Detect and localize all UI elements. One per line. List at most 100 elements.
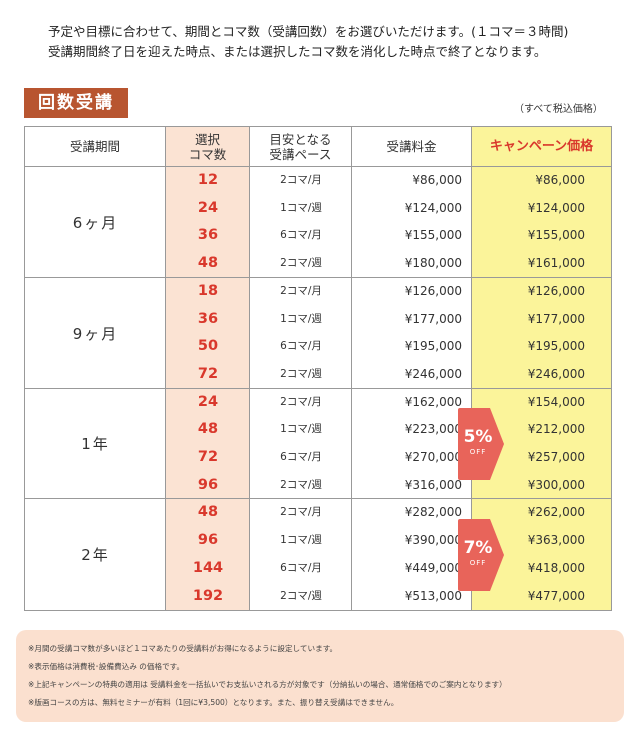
campaign-cell: ¥418,000 [527,560,585,575]
fee-cell: ¥155,000 [404,228,462,243]
table-row: 144 6コマ/月 ¥449,000 ¥418,000 [25,555,611,583]
pace-cell: 2コマ/週 [280,589,322,602]
notes-box: ※月間の受講コマ数が多いほど１コマあたりの受講料がお得になるように設定しています… [16,630,624,722]
pace-cell: 6コマ/月 [280,229,322,242]
intro-text: 予定や目標に合わせて、期間とコマ数（受講回数）をお選びいただけます。(１コマ＝３… [48,22,628,62]
pace-cell: 2コマ/月 [280,174,322,186]
table-row: 72 2コマ/週 ¥246,000 ¥246,000 [25,361,611,389]
koma-cell: 72 [197,449,219,465]
fee-cell: ¥195,000 [404,339,462,354]
intro-line-1: 予定や目標に合わせて、期間とコマ数（受講回数）をお選びいただけます。(１コマ＝３… [48,24,569,39]
pace-cell: 2コマ/週 [280,257,322,270]
campaign-cell: ¥177,000 [527,311,585,326]
table-row: 18 2コマ/月 ¥126,000 ¥126,000 [25,278,611,306]
pace-cell: 1コマ/週 [280,534,322,547]
note-line: ※月間の受講コマ数が多いほど１コマあたりの受講料がお得になるように設定しています… [28,644,338,653]
note-line: ※上記キャンペーンの特典の適用は 受講料金を一括払いでお支払いされる方が対象です… [28,680,507,689]
header-campaign: キャンペーン価格 [472,127,611,167]
pace-cell: 6コマ/月 [280,340,322,353]
pace-cell: 2コマ/週 [280,478,322,491]
period-cell: 1年 [81,435,110,454]
campaign-cell: ¥212,000 [527,422,585,437]
fee-cell: ¥126,000 [404,283,462,298]
koma-cell: 96 [197,476,219,493]
koma-cell: 72 [197,365,219,382]
koma-cell: 12 [197,172,219,188]
header-koma: 選択 コマ数 [166,127,250,167]
pace-cell: 1コマ/週 [280,201,322,214]
campaign-cell: ¥363,000 [527,533,585,548]
koma-cell: 36 [197,227,219,244]
fee-cell: ¥86,000 [412,173,462,187]
table-row: 24 1コマ/週 ¥124,000 ¥124,000 [25,195,611,223]
badge-off: OFF [469,448,487,456]
note-line: ※版画コースの方は、無料セミナーが有料（1回に¥3,500）となります。また、振… [28,698,399,707]
period-cell: 2年 [81,546,110,565]
fee-cell: ¥449,000 [404,560,462,575]
pace-cell: 2コマ/週 [280,367,322,380]
table-row: 48 2コマ/月 ¥282,000 ¥262,000 [25,499,611,527]
section-title: 回数受講 [24,88,128,118]
group-divider [25,276,611,278]
table-row: 50 6コマ/月 ¥195,000 ¥195,000 [25,333,611,361]
header-pace-line-2: 受講ペース [269,146,332,162]
campaign-cell: ¥126,000 [527,283,585,298]
campaign-cell: ¥195,000 [527,339,585,354]
koma-cell: 48 [197,504,219,521]
pace-cell: 6コマ/月 [280,451,322,463]
fee-cell: ¥177,000 [404,311,462,326]
fee-cell: ¥246,000 [404,366,462,381]
pace-cell: 1コマ/週 [280,423,322,436]
header-pace-line-1: 目安となる [269,131,332,147]
table-row: 36 6コマ/月 ¥155,000 ¥155,000 [25,222,611,250]
table-row: 96 2コマ/週 ¥316,000 ¥300,000 [25,472,611,500]
fee-cell: ¥223,000 [404,422,462,437]
table-row: 96 1コマ/週 ¥390,000 ¥363,000 [25,527,611,555]
pace-cell: 2コマ/月 [280,506,322,519]
intro-line-2: 受講期間終了日を迎えた時点、または選択したコマ数を消化した時点で終了となります。 [48,44,547,59]
fee-cell: ¥180,000 [404,256,462,271]
discount-badge: 7% OFF [458,518,504,591]
campaign-cell: ¥154,000 [527,394,585,409]
pace-cell: 1コマ/週 [280,312,322,325]
table-row: 12 2コマ/月 ¥86,000 ¥86,000 [25,167,611,195]
campaign-cell: ¥155,000 [527,228,585,243]
campaign-cell: ¥477,000 [527,588,585,603]
pace-cell: 6コマ/月 [280,561,322,574]
badge-percent: 5% [463,427,493,447]
note-line: ※表示価格は消費税･設備費込み の価格です。 [28,662,185,671]
group-divider [25,498,611,500]
koma-cell: 50 [197,338,219,355]
badge-percent: 7% [463,537,493,558]
fee-cell: ¥513,000 [404,588,462,603]
table-row: 36 1コマ/週 ¥177,000 ¥177,000 [25,306,611,334]
fee-cell: ¥124,000 [404,200,462,215]
campaign-cell: ¥246,000 [527,366,585,381]
header-koma-line-1: 選択 [194,131,220,147]
campaign-cell: ¥124,000 [527,200,585,215]
koma-cell: 144 [192,559,224,576]
koma-cell: 48 [197,255,219,272]
header-koma-line-2: コマ数 [188,146,227,162]
fee-cell: ¥162,000 [404,394,462,409]
campaign-cell: ¥86,000 [535,173,585,187]
koma-cell: 96 [197,532,219,549]
table-row: 24 2コマ/月 ¥162,000 ¥154,000 [25,389,611,417]
koma-cell: 24 [197,393,219,410]
fee-cell: ¥316,000 [404,477,462,492]
table-row: 192 2コマ/週 ¥513,000 ¥477,000 [25,583,611,611]
badge-off: OFF [469,558,487,567]
table-row: 72 6コマ/月 ¥270,000 ¥257,000 [25,444,611,472]
discount-badge: 5% OFF [458,408,504,480]
campaign-cell: ¥257,000 [527,450,585,464]
tax-note: （すべて税込価格） [514,104,603,115]
koma-cell: 24 [197,199,219,216]
header-period: 受講期間 [25,127,166,167]
pace-cell: 2コマ/月 [280,395,322,408]
header-fee: 受講料金 [352,127,472,167]
period-cell: 6ヶ月 [72,213,119,232]
campaign-cell: ¥262,000 [527,505,585,520]
koma-cell: 192 [192,587,224,604]
price-table: 受講期間 選択 コマ数 目安となる 受講ペース 受講料金 キャンペーン価格 6ヶ月 1… [24,126,612,611]
koma-cell: 18 [197,282,219,299]
